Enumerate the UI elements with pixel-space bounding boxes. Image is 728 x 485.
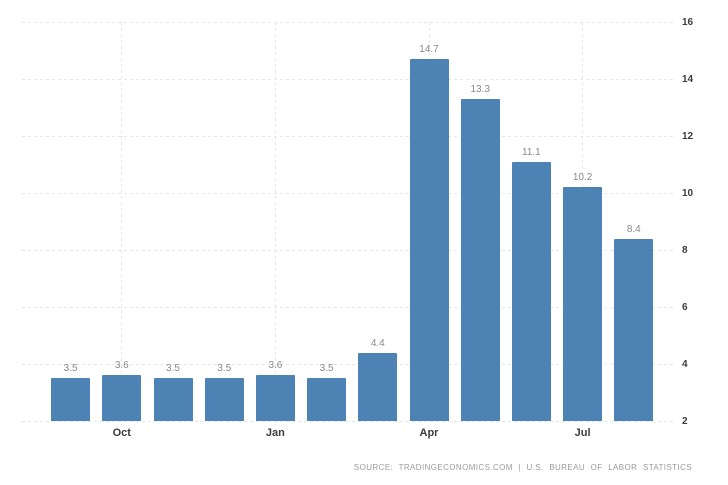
x-axis-tick-label: Jul <box>574 427 591 439</box>
bar-value-label: 14.7 <box>419 44 439 56</box>
horizontal-gridline <box>22 21 676 23</box>
plot-area: 3.5 3.6 3.5 3.5 3.6 3.5 4.4 14.7 13.3 11.1 10.2 8.4 <box>22 21 676 425</box>
y-axis-tick-label: 8 <box>682 244 688 256</box>
bar-value-label: 3.5 <box>166 363 180 375</box>
bar-value-label: 3.5 <box>63 363 78 375</box>
bar[interactable] <box>409 59 449 421</box>
bar[interactable] <box>511 161 551 421</box>
horizontal-gridline <box>22 306 676 308</box>
bar[interactable] <box>563 187 603 421</box>
x-axis-tick-label: Oct <box>112 427 131 439</box>
bar-value-label: 13.3 <box>470 83 490 95</box>
y-axis-tick-label: 16 <box>682 16 694 28</box>
bar-value-label: 3.5 <box>217 363 232 375</box>
source-attribution: SOURCE: TRADINGECONOMICS.COM | U.S. BURE… <box>353 463 692 472</box>
bar[interactable] <box>153 378 193 421</box>
x-axis-tick-label: Jan <box>265 427 285 439</box>
y-axis-tick-label: 2 <box>682 415 688 427</box>
bar[interactable] <box>307 378 347 421</box>
bar[interactable] <box>255 375 295 421</box>
bar[interactable] <box>614 238 654 421</box>
x-axis-tick-label: Apr <box>419 427 439 439</box>
bar-value-label: 3.5 <box>319 363 334 375</box>
horizontal-gridline <box>22 78 676 80</box>
bar-value-label: 10.2 <box>572 172 593 184</box>
horizontal-gridline <box>22 363 676 365</box>
bar-value-label: 3.6 <box>114 360 129 372</box>
y-axis-tick-label: 12 <box>682 130 694 142</box>
y-axis-tick-label: 6 <box>682 301 688 313</box>
horizontal-gridline <box>22 249 676 251</box>
horizontal-gridline <box>22 420 676 422</box>
bar-value-label: 4.4 <box>370 337 385 349</box>
vertical-gridline <box>274 22 276 425</box>
bar-value-label: 8.4 <box>626 223 641 235</box>
bar-value-label: 3.6 <box>268 360 283 372</box>
bar[interactable] <box>358 352 398 421</box>
y-axis-tick-label: 10 <box>682 187 694 199</box>
y-axis-tick-label: 14 <box>682 73 694 85</box>
horizontal-gridline <box>22 135 676 137</box>
horizontal-gridline <box>22 192 676 194</box>
bar[interactable] <box>51 378 91 421</box>
bar[interactable] <box>460 98 500 421</box>
y-axis-tick-label: 4 <box>682 358 688 370</box>
bar-value-label: 11.1 <box>522 146 541 158</box>
bar[interactable] <box>102 375 142 421</box>
vertical-gridline <box>121 22 123 425</box>
bar[interactable] <box>204 378 244 421</box>
